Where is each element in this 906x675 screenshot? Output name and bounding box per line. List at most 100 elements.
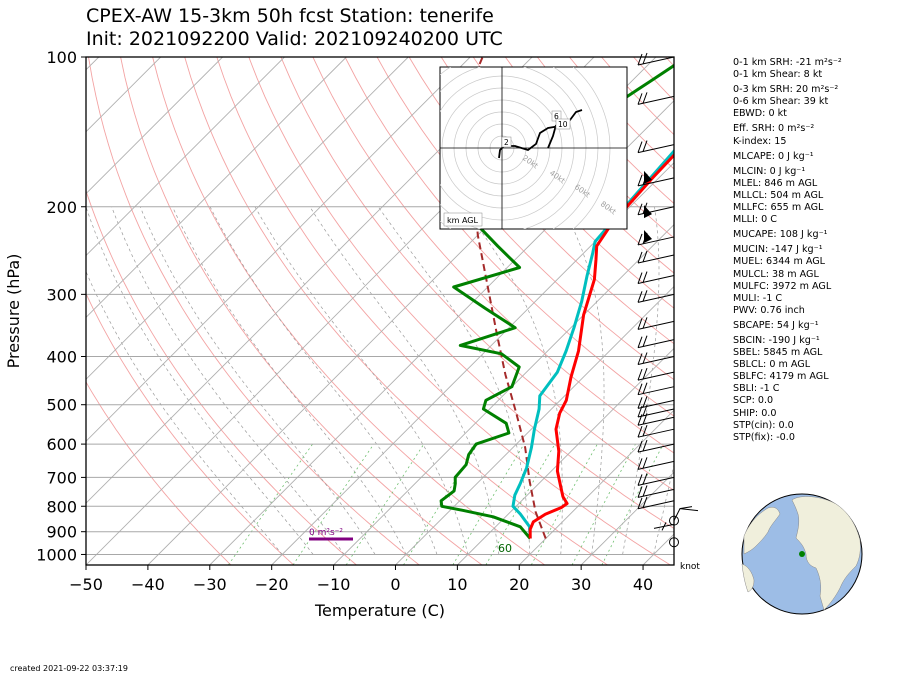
index-line: STP(fix): -0.0 xyxy=(733,431,795,443)
wind-barb-flag xyxy=(637,486,643,498)
y-tick-label: 800 xyxy=(46,497,77,516)
wind-barb-flag xyxy=(642,250,648,263)
wind-barb-flag xyxy=(642,92,648,104)
wind-barb-flag xyxy=(637,414,643,426)
globe-land-west xyxy=(743,507,781,555)
wind-barb-flag xyxy=(642,382,648,394)
wind-barb-flag xyxy=(637,497,643,509)
index-line: MULI: -1 C xyxy=(733,292,783,304)
moist-adiabat xyxy=(86,206,314,555)
index-line: 0-6 km Shear: 39 kt xyxy=(733,96,829,108)
dry-adiabat xyxy=(440,57,674,309)
wind-barb-shaft xyxy=(637,476,675,486)
index-line: STP(cin): 0.0 xyxy=(733,419,794,431)
y-tick-label: 300 xyxy=(46,285,77,304)
isotherm xyxy=(518,409,674,565)
isotherm xyxy=(86,57,347,319)
dry-adiabat xyxy=(408,57,674,345)
wind-barb-flag xyxy=(637,53,643,66)
x-tick-label: −10 xyxy=(317,575,351,594)
x-tick-label: −30 xyxy=(193,575,227,594)
isotherm xyxy=(86,57,162,133)
wind-barb-flag xyxy=(642,396,648,408)
wind-barb-flag xyxy=(637,291,643,303)
index-line: MULFC: 3972 m AGL xyxy=(733,280,832,292)
x-tick-label: 40 xyxy=(633,575,653,594)
wind-barb-flag xyxy=(637,440,643,453)
wind-barb-flag xyxy=(642,140,648,152)
wind-barb-shaft xyxy=(637,254,675,264)
isotherm xyxy=(580,471,674,565)
wind-barb-pennant xyxy=(644,205,652,219)
index-line: 0-1 km Shear: 8 kt xyxy=(733,69,823,81)
index-line: SBEL: 5845 m AGL xyxy=(733,347,823,359)
wind-barb-shaft xyxy=(637,320,675,330)
hodograph-trace xyxy=(547,124,557,149)
wind-barb-flag xyxy=(637,272,643,284)
wind-barb-flag xyxy=(642,271,648,283)
x-axis-label: Temperature (C) xyxy=(314,601,445,620)
hodograph-height-label: 10 xyxy=(558,120,568,129)
index-line: MLCAPE: 0 J kg⁻¹ xyxy=(733,150,814,162)
dry-adiabat xyxy=(248,57,674,530)
wind-barb-shaft xyxy=(637,95,675,105)
moist-adiabat xyxy=(562,206,605,555)
wind-barb-shaft xyxy=(637,443,675,453)
wind-barb-flag xyxy=(642,404,648,417)
mixing-ratio-line xyxy=(571,443,636,565)
moist-adiabat xyxy=(622,206,660,555)
wind-barb-flag xyxy=(637,233,643,246)
moist-adiabat xyxy=(172,206,407,555)
index-line: K-index: 15 xyxy=(733,135,787,147)
wind-barb-shaft xyxy=(637,275,675,285)
index-line: SBCIN: -190 J kg⁻¹ xyxy=(733,334,820,346)
y-axis-label: Pressure (hPa) xyxy=(4,254,23,369)
wind-barb-shaft xyxy=(637,371,675,381)
wind-barb-flag xyxy=(637,353,643,365)
wind-barb-pennant xyxy=(644,170,652,184)
y-tick-label: 700 xyxy=(46,468,77,487)
index-line: MLLI: 0 C xyxy=(733,214,777,226)
moist-adiabat xyxy=(309,206,500,555)
wind-barb-shaft xyxy=(637,460,675,470)
wind-barb-flag xyxy=(637,251,643,264)
mixing-ratio-line xyxy=(452,443,525,565)
wind-barb-shaft xyxy=(637,356,675,365)
dry-adiabat xyxy=(88,57,420,565)
moist-adiabat xyxy=(86,270,283,555)
x-tick-label: −50 xyxy=(69,575,103,594)
moist-adiabat xyxy=(139,206,376,555)
x-tick-label: 10 xyxy=(447,575,467,594)
wind-barb-flag xyxy=(642,425,648,437)
indices-panel: 0-1 km SRH: -21 m²s⁻² 0-1 km Shear: 8 kt 0… xyxy=(733,57,842,444)
hodograph-label: km AGL xyxy=(447,216,479,225)
index-line: 0-1 km SRH: -21 m²s⁻² xyxy=(733,57,842,68)
index-line: Eff. SRH: 0 m²s⁻² xyxy=(733,123,815,135)
isotherm xyxy=(86,57,285,257)
index-line: MUCAPE: 108 J kg⁻¹ xyxy=(733,229,828,241)
wind-barb-shaft xyxy=(637,144,675,154)
y-tick-label: 1000 xyxy=(36,545,77,564)
wind-barb-shaft xyxy=(637,339,675,349)
srh-label: 0 m²s⁻² xyxy=(309,528,343,538)
wind-barb-flag xyxy=(642,439,648,452)
chart-title-line2: Init: 2021092200 Valid: 202109240200 UTC xyxy=(86,28,503,50)
index-line: SCP: 0.0 xyxy=(733,395,774,407)
wind-barb-flag xyxy=(637,174,643,187)
index-line: MUCIN: -147 J kg⁻¹ xyxy=(733,244,823,256)
index-line: EBWD: 0 kt xyxy=(733,108,787,120)
wind-barb-flag xyxy=(642,457,648,469)
wind-barb-flag xyxy=(642,473,648,485)
wind-barb-shaft xyxy=(673,506,699,521)
wind-barb-flag xyxy=(637,336,643,348)
wind-barb-shaft xyxy=(637,236,675,246)
moist-adiabat xyxy=(653,463,674,555)
isotherm xyxy=(333,223,674,565)
index-line: MLLFC: 655 m AGL xyxy=(733,202,824,214)
x-tick-label: 20 xyxy=(509,575,529,594)
profile-line xyxy=(511,148,674,539)
index-line: PWV: 0.76 inch xyxy=(733,304,805,316)
dry-adiabat xyxy=(184,57,608,565)
wind-barb-flag xyxy=(637,426,643,438)
y-tick-label: 200 xyxy=(46,198,77,217)
